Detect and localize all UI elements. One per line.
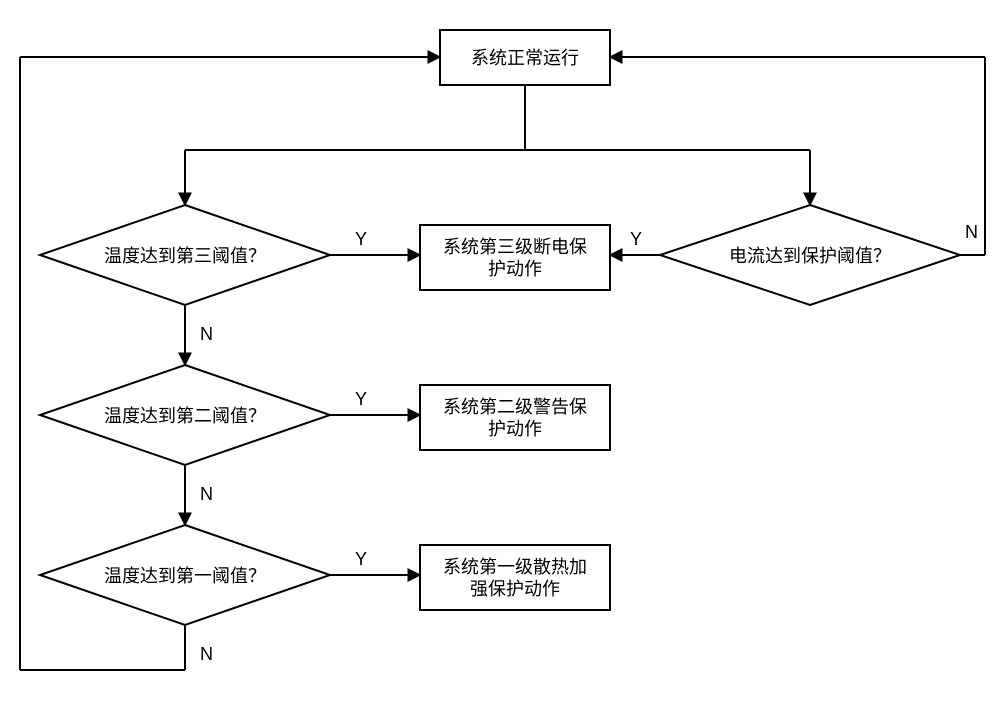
node-a2: 系统第二级警告保 护动作 <box>420 385 610 450</box>
label-y: Y <box>355 549 367 569</box>
label-y: Y <box>355 229 367 249</box>
a2-label1: 系统第二级警告保 <box>443 397 587 417</box>
label-n: N <box>200 484 213 504</box>
node-d-temp2: 温度达到第二阈值？ <box>40 365 330 465</box>
d-current-label: 电流达到保护阈值？ <box>729 246 891 266</box>
edge-start-split <box>185 85 810 205</box>
edge-current-y: Y <box>610 229 660 255</box>
flowchart-canvas: Y N Y N Y N Y <box>0 0 1000 716</box>
edge-temp2-y: Y <box>330 389 420 415</box>
d-temp1-label: 温度达到第一阈值？ <box>104 566 266 586</box>
label-n: N <box>200 644 213 664</box>
d-temp3-label: 温度达到第三阈值？ <box>104 246 266 266</box>
edge-temp1-y: Y <box>330 549 420 575</box>
d-temp2-label: 温度达到第二阈值？ <box>104 406 266 426</box>
a3-label1: 系统第三级断电保 <box>443 237 587 257</box>
a1-label2: 强保护动作 <box>470 579 560 599</box>
edge-temp3-n: N <box>185 305 213 365</box>
start-label: 系统正常运行 <box>471 48 579 68</box>
node-start: 系统正常运行 <box>440 30 610 85</box>
node-a1: 系统第一级散热加 强保护动作 <box>420 545 610 610</box>
node-d-current: 电流达到保护阈值？ <box>660 205 960 305</box>
label-y: Y <box>630 229 642 249</box>
node-a3: 系统第三级断电保 护动作 <box>420 225 610 290</box>
label-y: Y <box>355 389 367 409</box>
a3-label2: 护动作 <box>488 259 542 279</box>
edge-temp2-n: N <box>185 465 213 525</box>
a1-label1: 系统第一级散热加 <box>443 557 587 577</box>
label-n: N <box>965 222 978 242</box>
node-d-temp3: 温度达到第三阈值？ <box>40 205 330 305</box>
label-n: N <box>200 324 213 344</box>
node-d-temp1: 温度达到第一阈值？ <box>40 525 330 625</box>
a2-label2: 护动作 <box>488 419 542 439</box>
edge-temp3-y: Y <box>330 229 420 255</box>
